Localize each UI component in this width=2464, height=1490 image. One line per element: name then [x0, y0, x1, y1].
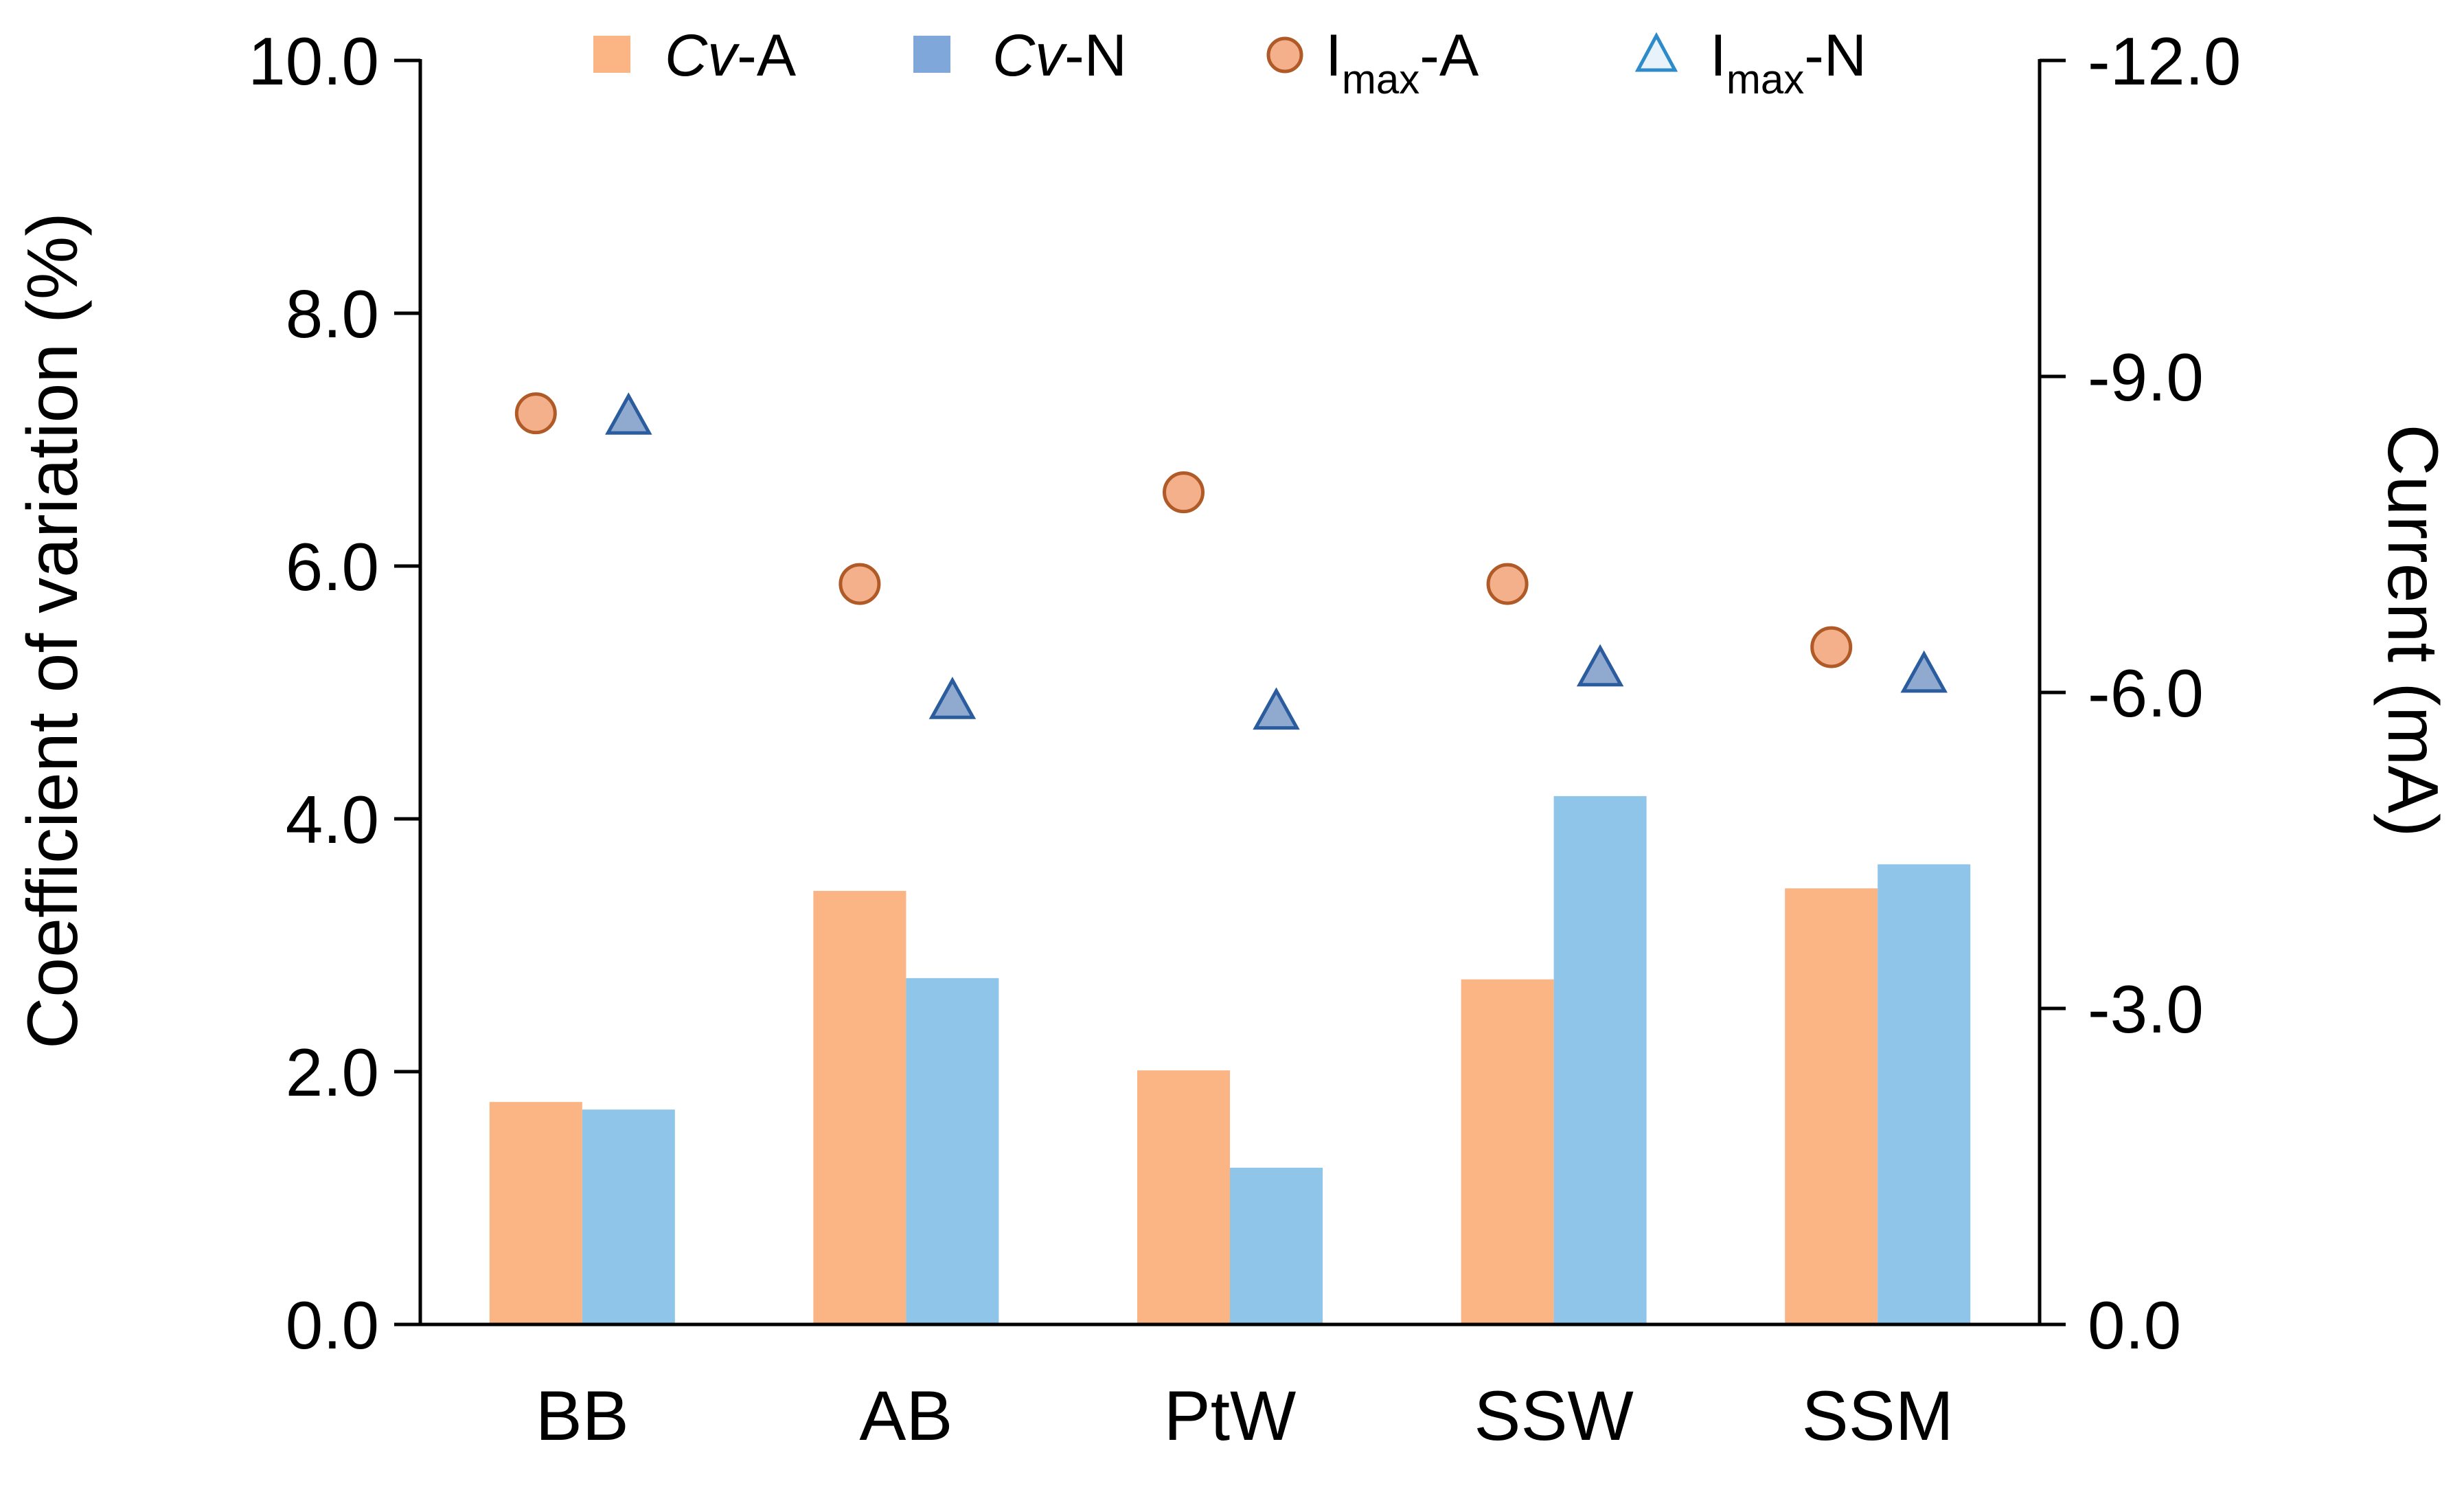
marker-imax-n-ab — [928, 677, 977, 719]
legend-swatch-cv-n — [913, 36, 950, 73]
category-label-ab: AB — [859, 1377, 952, 1455]
left-tick-label: 8.0 — [286, 276, 379, 352]
right-axis-title: Current (mA) — [2373, 425, 2452, 837]
right-tick-label: -3.0 — [2088, 971, 2204, 1047]
right-tick-label: -12.0 — [2088, 23, 2241, 99]
legend-label-cv-a: Cv-A — [665, 23, 797, 89]
legend-item-cv-a: Cv-A — [593, 23, 797, 89]
category-label-bb: BB — [536, 1377, 629, 1455]
marker-imax-n-ssm — [1900, 650, 1948, 693]
left-tick-label: 0.0 — [286, 1287, 379, 1363]
marker-imax-n-ptw — [1253, 687, 1300, 730]
legend-label-imax-n: Imax-N — [1710, 23, 1867, 102]
marker-imax-a-bb — [514, 392, 557, 435]
bar-cv-a-ssm — [1785, 888, 1878, 1324]
bar-cv-n-ssm — [1878, 864, 1971, 1324]
left-tick-label: 6.0 — [286, 529, 379, 605]
right-tick-label: -6.0 — [2088, 655, 2204, 731]
bar-cv-a-bb — [489, 1102, 582, 1324]
right-tick-label: -9.0 — [2088, 339, 2204, 415]
marker-imax-a-ssm — [1810, 626, 1853, 668]
bar-series-group — [489, 795, 1971, 1324]
marker-imax-a-ssw — [1486, 563, 1529, 605]
marker-imax-n-bb — [605, 392, 652, 435]
left-axis-title: Coefficient of variation (%) — [13, 212, 93, 1049]
legend-item-imax-a: Imax-A — [1266, 23, 1479, 102]
category-labels: BB AB PtW SSW SSM — [536, 1377, 1954, 1455]
legend-item-imax-n: Imax-N — [1634, 23, 1867, 102]
marker-series-group — [514, 392, 1948, 730]
bar-cv-a-ptw — [1137, 1070, 1230, 1324]
bar-cv-n-bb — [582, 1109, 675, 1324]
category-label-ssm: SSM — [1802, 1377, 1954, 1455]
legend-swatch-cv-a — [593, 36, 630, 73]
legend: Cv-A Cv-N Imax-A Imax-N — [593, 23, 1867, 102]
bar-cv-n-ssw — [1553, 795, 1647, 1324]
bar-cv-a-ab — [813, 890, 906, 1324]
bar-cv-a-ssw — [1461, 979, 1554, 1324]
legend-marker-imax-n — [1634, 32, 1678, 72]
left-tick-label: 2.0 — [286, 1035, 379, 1110]
plot-area — [489, 392, 1971, 1324]
bar-cv-n-ab — [906, 978, 999, 1324]
right-axis-ticks: 0.0 -3.0 -6.0 -9.0 -12.0 — [2040, 23, 2241, 1363]
legend-marker-imax-a — [1266, 36, 1303, 74]
left-axis-ticks: 0.0 2.0 4.0 6.0 8.0 10.0 — [248, 23, 420, 1363]
right-tick-label: 0.0 — [2088, 1287, 2181, 1363]
bar-cv-n-ptw — [1230, 1167, 1323, 1324]
marker-imax-a-ab — [839, 563, 881, 605]
left-tick-label: 10.0 — [248, 23, 379, 99]
left-tick-label: 4.0 — [286, 782, 379, 857]
legend-label-imax-a: Imax-A — [1325, 23, 1479, 102]
marker-imax-a-ptw — [1163, 471, 1205, 514]
category-label-ptw: PtW — [1164, 1377, 1297, 1455]
legend-item-cv-n: Cv-N — [913, 23, 1127, 89]
category-label-ssw: SSW — [1474, 1377, 1633, 1455]
marker-imax-n-ssw — [1576, 644, 1624, 687]
legend-label-cv-n: Cv-N — [992, 23, 1127, 89]
